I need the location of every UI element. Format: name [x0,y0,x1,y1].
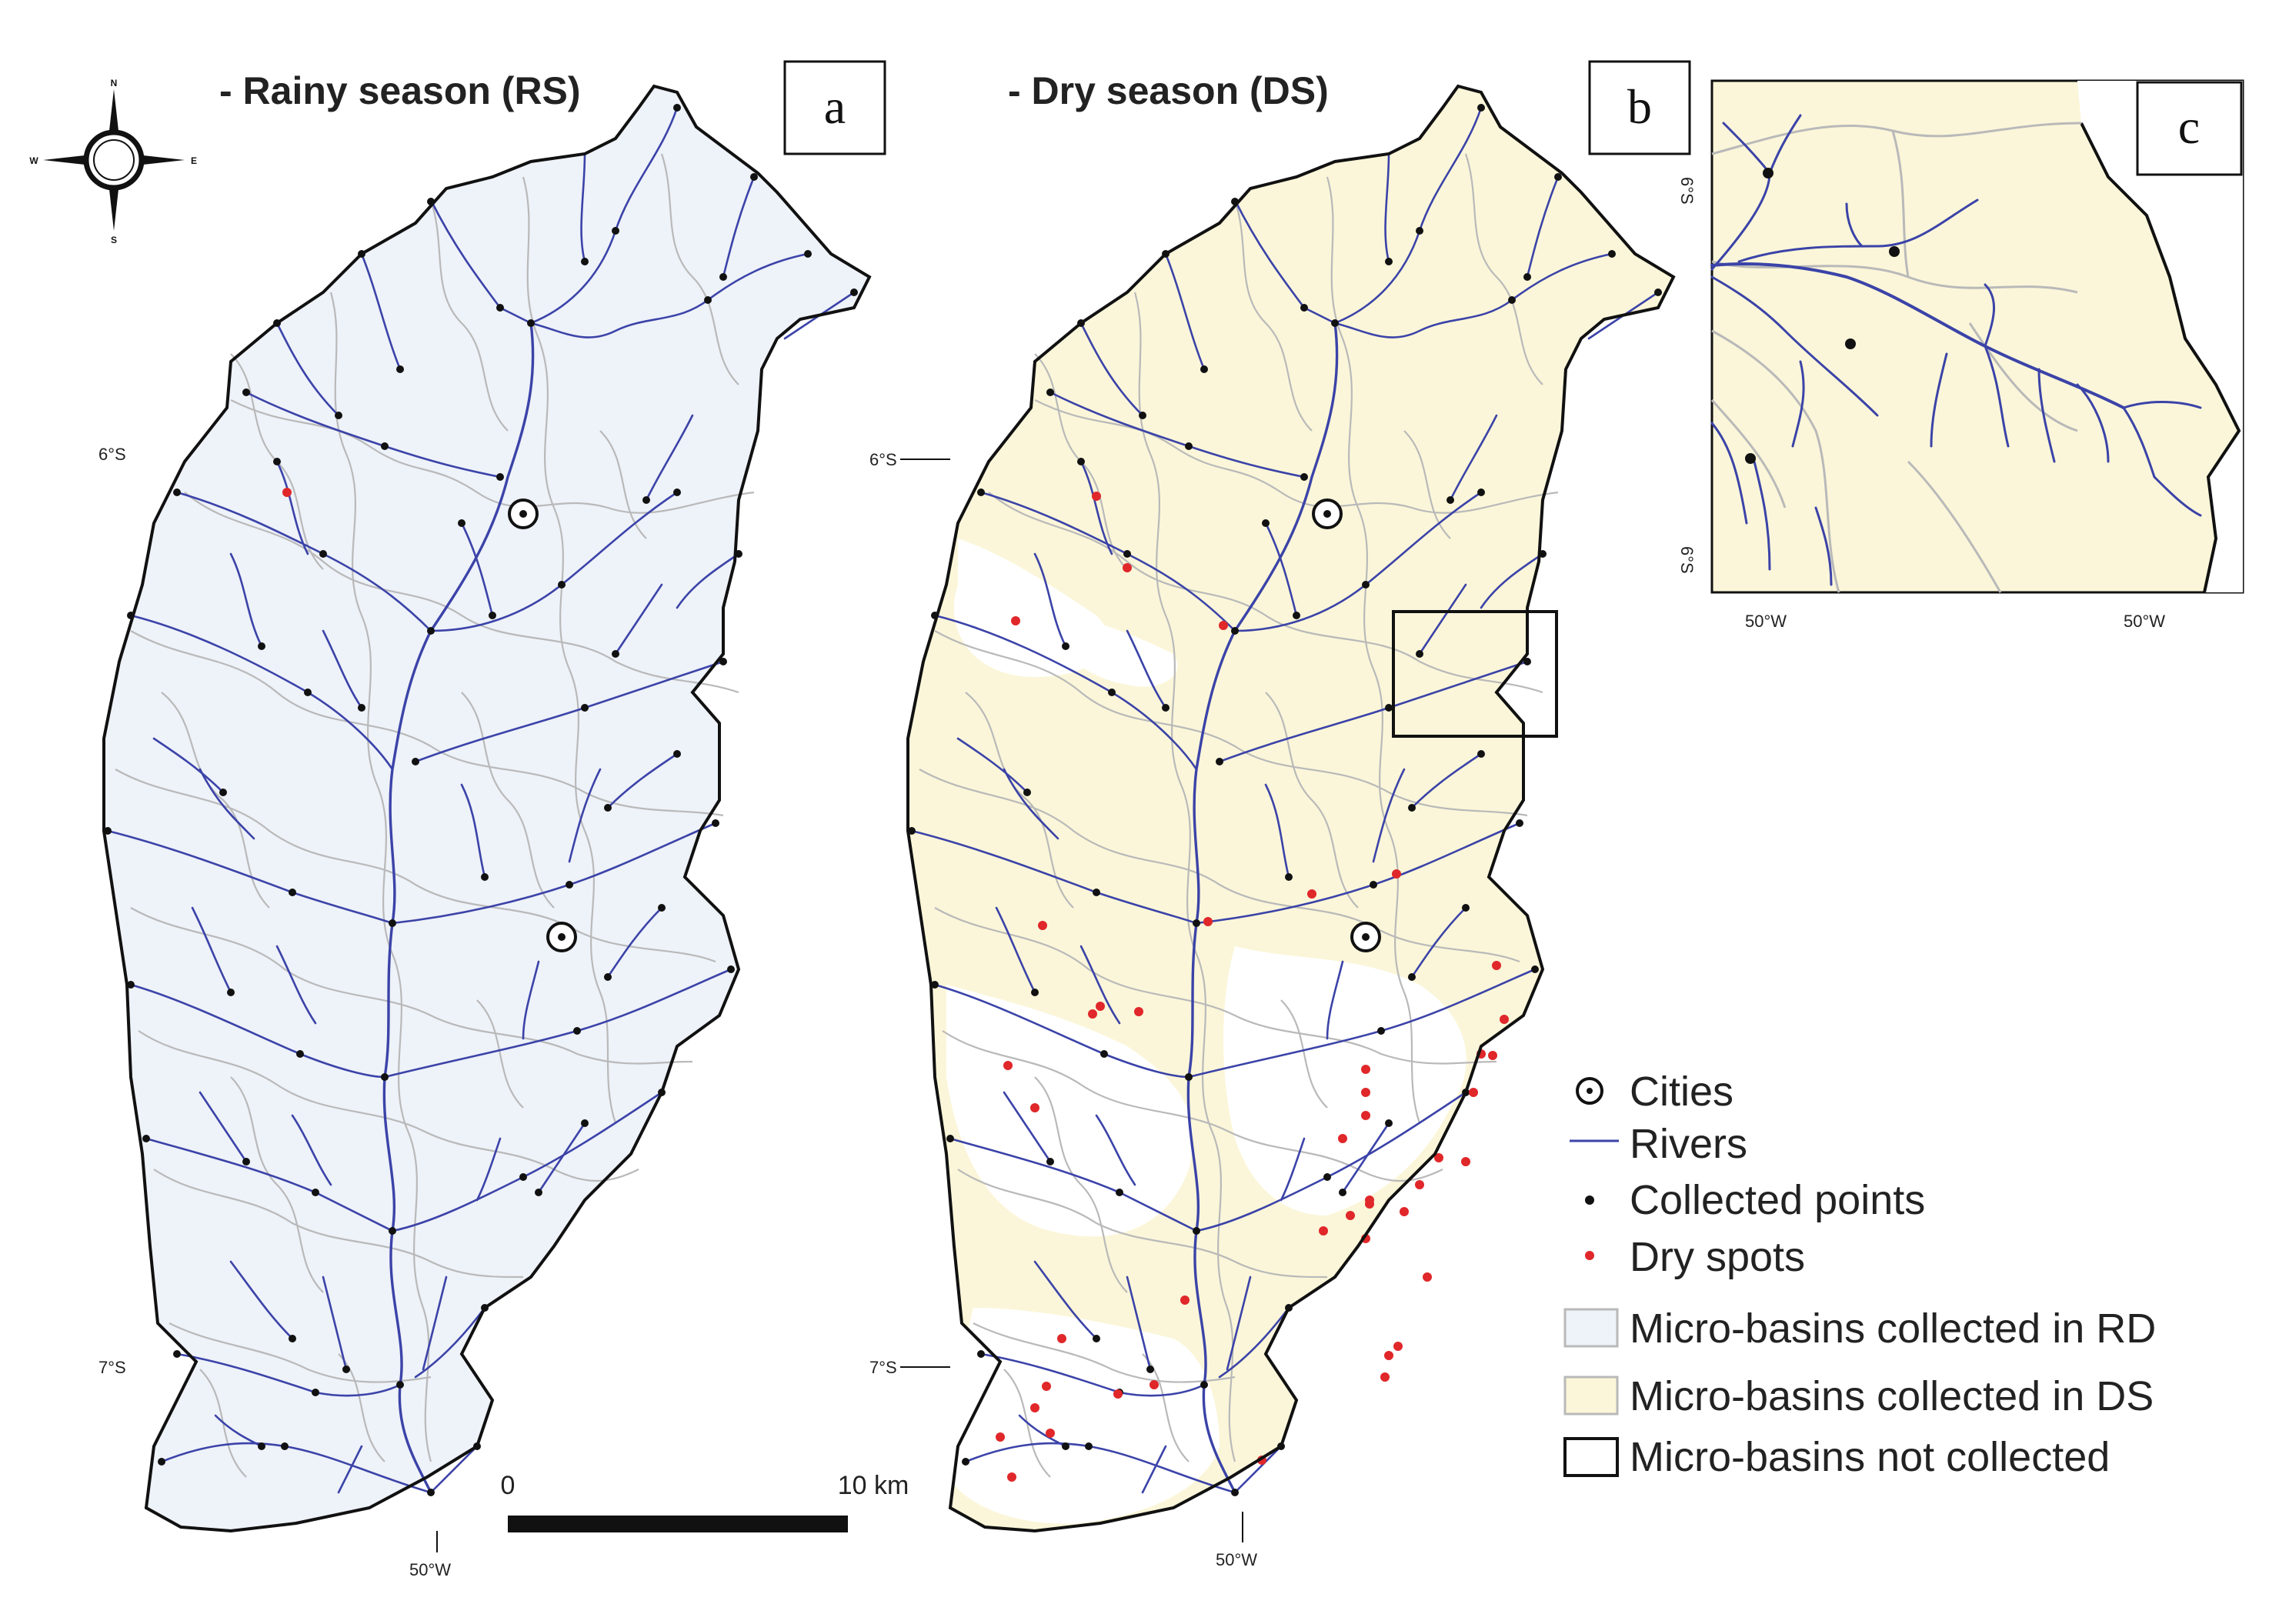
legend-item-collected: Collected points [1585,1177,1925,1223]
panel-c-lon-left: 50°W [1745,612,1787,631]
map-legend: Cities Rivers Collected points Dry spots… [1563,1069,2156,1480]
inset-locator-box [1392,610,1558,738]
legend-none-label: Micro-basins not collected [1630,1434,2110,1480]
panel-a-lon-50w: 50°W [409,1560,451,1579]
panel-a-lat-7s: 7°S [98,1358,126,1377]
city-marker-1 [508,499,539,529]
legend-item-dry: Dry spots [1585,1234,1805,1280]
compass-e-label: E [191,155,197,166]
collected-point-icon [1585,1195,1594,1205]
panel-c-lon-right: 50°W [2124,612,2165,631]
panel-a-lat-6s: 6°S [98,445,126,464]
basin-none-swatch-icon [1563,1437,1619,1477]
panel-a-letter: a [824,79,846,134]
compass-s-label: S [111,235,117,245]
legend-rivers-label: Rivers [1630,1121,1747,1167]
legend-ds-label: Micro-basins collected in DS [1630,1373,2154,1419]
dry-spots-group [996,492,1509,1482]
panel-c-lat-top: 6°S [1677,177,1697,205]
legend-item-ds: Micro-basins collected in DS [1563,1373,2154,1419]
compass-w-label: W [29,155,38,166]
city-marker-1 [1312,499,1343,529]
legend-dry-label: Dry spots [1630,1234,1805,1280]
legend-cities-label: Cities [1630,1069,1733,1115]
scale-bar-start-label: 0 [501,1471,516,1500]
basin-ds-swatch-icon [1563,1376,1619,1416]
panel-a-label-box [783,60,886,155]
dry-spot-marker [282,488,292,497]
compass-n-label: N [111,78,118,88]
panel-b-lat-6s: 6°S [869,450,897,469]
basin-rd-swatch-icon [1563,1308,1619,1348]
compass-rose-icon: N S W E [29,78,197,245]
panel-c-label-box [2136,81,2243,176]
panel-b-label-box [1588,60,1691,155]
legend-rd-label: Micro-basins collected in RD [1630,1306,2156,1352]
panel-b-dry-season [906,85,1675,1532]
dry-spot-icon [1585,1251,1594,1260]
panel-b-letter: b [1627,79,1652,134]
panel-c-letter: c [2178,99,2200,154]
panel-a-rainy-season [102,85,871,1532]
panel-b-lat-7s: 7°S [869,1358,897,1377]
legend-item-rivers: Rivers [1570,1121,1747,1167]
not-collected-area [1035,608,1178,687]
legend-collected-label: Collected points [1630,1177,1925,1223]
not-collected-area [946,985,1193,1237]
scale-bar-end-label: 10 km [838,1471,909,1500]
legend-item-none: Micro-basins not collected [1563,1434,2110,1480]
panel-b-lon-50w: 50°W [1216,1550,1257,1569]
scale-bar: 0 10 km [501,1471,909,1532]
legend-item-cities: Cities [1576,1069,1733,1115]
panel-a-title: - Rainy season (RS) [219,69,581,112]
panel-c-lat-bottom: 6°S [1677,546,1697,574]
panel-b-title: - Dry season (DS) [1008,69,1329,112]
city-marker-2 [1350,922,1381,952]
legend-item-rd: Micro-basins collected in RD [1563,1306,2156,1352]
city-marker-2 [546,922,577,952]
